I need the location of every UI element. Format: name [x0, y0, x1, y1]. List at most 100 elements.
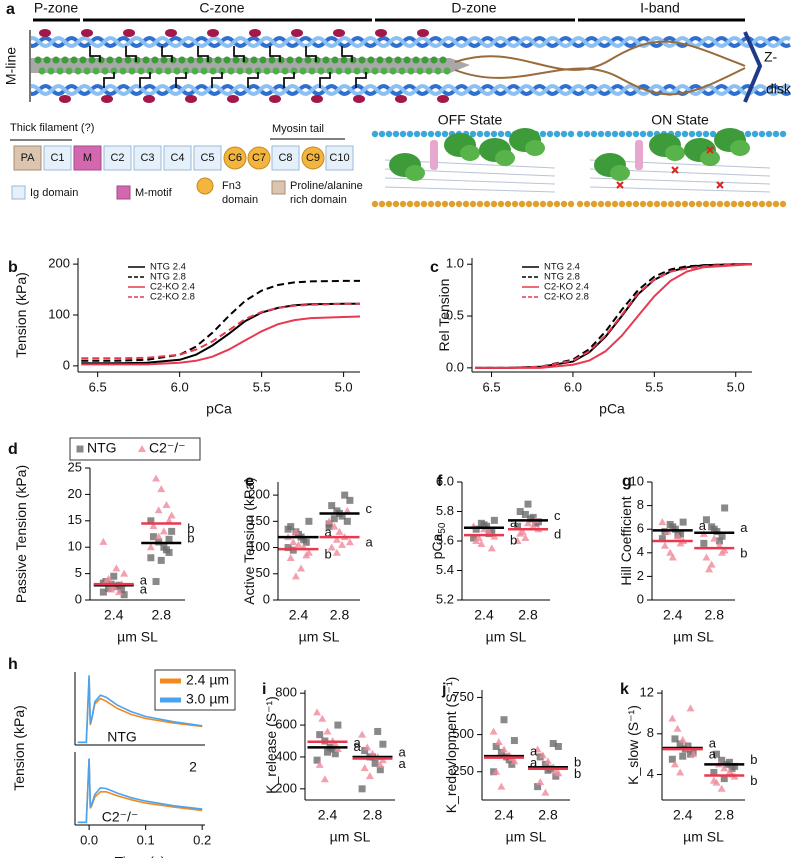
data-point	[149, 533, 157, 541]
inactive-mark	[616, 181, 624, 189]
actin	[406, 130, 414, 138]
legend-label: domain	[222, 194, 258, 206]
mybpc	[197, 46, 209, 62]
myosin-crossbridge	[333, 29, 345, 37]
significance-letter: a	[354, 739, 362, 754]
domain-label: C6	[228, 152, 242, 164]
data-point	[147, 517, 155, 525]
myosin-head	[223, 56, 231, 64]
myosin-head	[191, 67, 199, 75]
data-point	[678, 735, 687, 743]
actin	[632, 130, 640, 138]
domain-label: C2	[110, 152, 124, 164]
domain-label: C5	[200, 152, 214, 164]
actin	[604, 200, 612, 208]
domain-label: C9	[306, 152, 320, 164]
panel-letter: f	[437, 473, 443, 490]
y-tick-label: 1.0	[446, 256, 464, 271]
y-axis-label: Tension (kPa)	[11, 705, 27, 791]
actin	[611, 200, 619, 208]
data-point	[167, 511, 176, 519]
actin	[723, 200, 731, 208]
actin	[674, 200, 682, 208]
x-tick-label: 2.8	[330, 607, 350, 623]
data-point	[165, 535, 173, 543]
myosin-head	[412, 56, 420, 64]
myosin-head	[380, 67, 388, 75]
legend-swatch	[196, 177, 214, 195]
data-point	[379, 740, 387, 748]
actin	[702, 200, 710, 208]
legend-label: C2-KO 2.4	[150, 282, 195, 293]
x-tick-label: 2.4	[318, 807, 338, 823]
y-axis-label-text: Tension (kPa)	[11, 705, 27, 791]
myosin-head	[106, 56, 114, 64]
y-tick-label: 6.0	[436, 473, 454, 488]
y-tick-label: 50	[256, 565, 270, 580]
myosin-tail-label: Myosin tail	[272, 123, 324, 135]
legend-label: 2.4 µm	[186, 672, 229, 688]
actin	[779, 130, 787, 138]
data-point	[551, 767, 560, 775]
significance-letter: a	[140, 582, 148, 597]
y-tick-label: 10	[630, 473, 644, 488]
data-point	[666, 548, 675, 556]
actin	[385, 130, 393, 138]
myosin-head	[88, 56, 96, 64]
data-point	[284, 525, 292, 533]
data-point	[717, 784, 726, 792]
x-tick-label: 2.4	[663, 607, 683, 623]
myosin-head	[56, 67, 64, 75]
y-tick-label: 4	[637, 544, 644, 559]
myosin-head	[151, 56, 159, 64]
data-point	[671, 735, 679, 743]
x-tick-label: 6.0	[171, 379, 189, 394]
y-axis-label: Passive Tension (kPa)	[13, 465, 29, 603]
actin	[646, 130, 654, 138]
panel-letter: k	[620, 681, 629, 698]
myosin-crossbridge	[123, 29, 135, 37]
data-point	[291, 527, 300, 535]
mybpc	[139, 72, 151, 88]
data-point	[327, 543, 336, 551]
data-point	[305, 517, 313, 525]
significance-letter: a	[709, 735, 717, 750]
data-point	[313, 708, 322, 716]
myosin-head	[313, 56, 321, 64]
significance-letter: c	[554, 508, 561, 523]
data-point	[302, 551, 311, 559]
myosin-head	[128, 67, 136, 75]
actin	[758, 200, 766, 208]
myosin-crossbridge	[437, 95, 449, 103]
myosin-crossbridge	[375, 29, 387, 37]
myosin-crossbridge	[249, 29, 261, 37]
actin	[553, 200, 561, 208]
data-point	[710, 534, 719, 542]
actin	[476, 200, 484, 208]
actin	[618, 130, 626, 138]
data-point	[521, 510, 529, 518]
myosin-head	[326, 67, 334, 75]
actin	[497, 130, 505, 138]
y-tick-label: 5.8	[436, 503, 454, 518]
x-tick-label: 2.8	[705, 607, 725, 623]
actin	[399, 130, 407, 138]
myosin-crossbridge	[291, 29, 303, 37]
significance-letter: a	[510, 515, 518, 530]
data-point	[358, 785, 366, 793]
myosin-head	[137, 67, 145, 75]
significance-letter: a	[399, 756, 407, 771]
data-point	[487, 544, 496, 552]
myosin-head	[169, 56, 177, 64]
data-point	[152, 474, 161, 482]
x-tick-label: 2.8	[152, 607, 172, 623]
actin	[688, 130, 696, 138]
actin	[576, 130, 584, 138]
mybpc	[430, 140, 438, 170]
myosin-head	[124, 56, 132, 64]
panel-letter: i	[262, 681, 266, 698]
y-tick-label: 0	[637, 591, 644, 606]
x-tick-label: 2.4	[494, 807, 514, 823]
y-axis-label: pCa50	[429, 522, 448, 559]
